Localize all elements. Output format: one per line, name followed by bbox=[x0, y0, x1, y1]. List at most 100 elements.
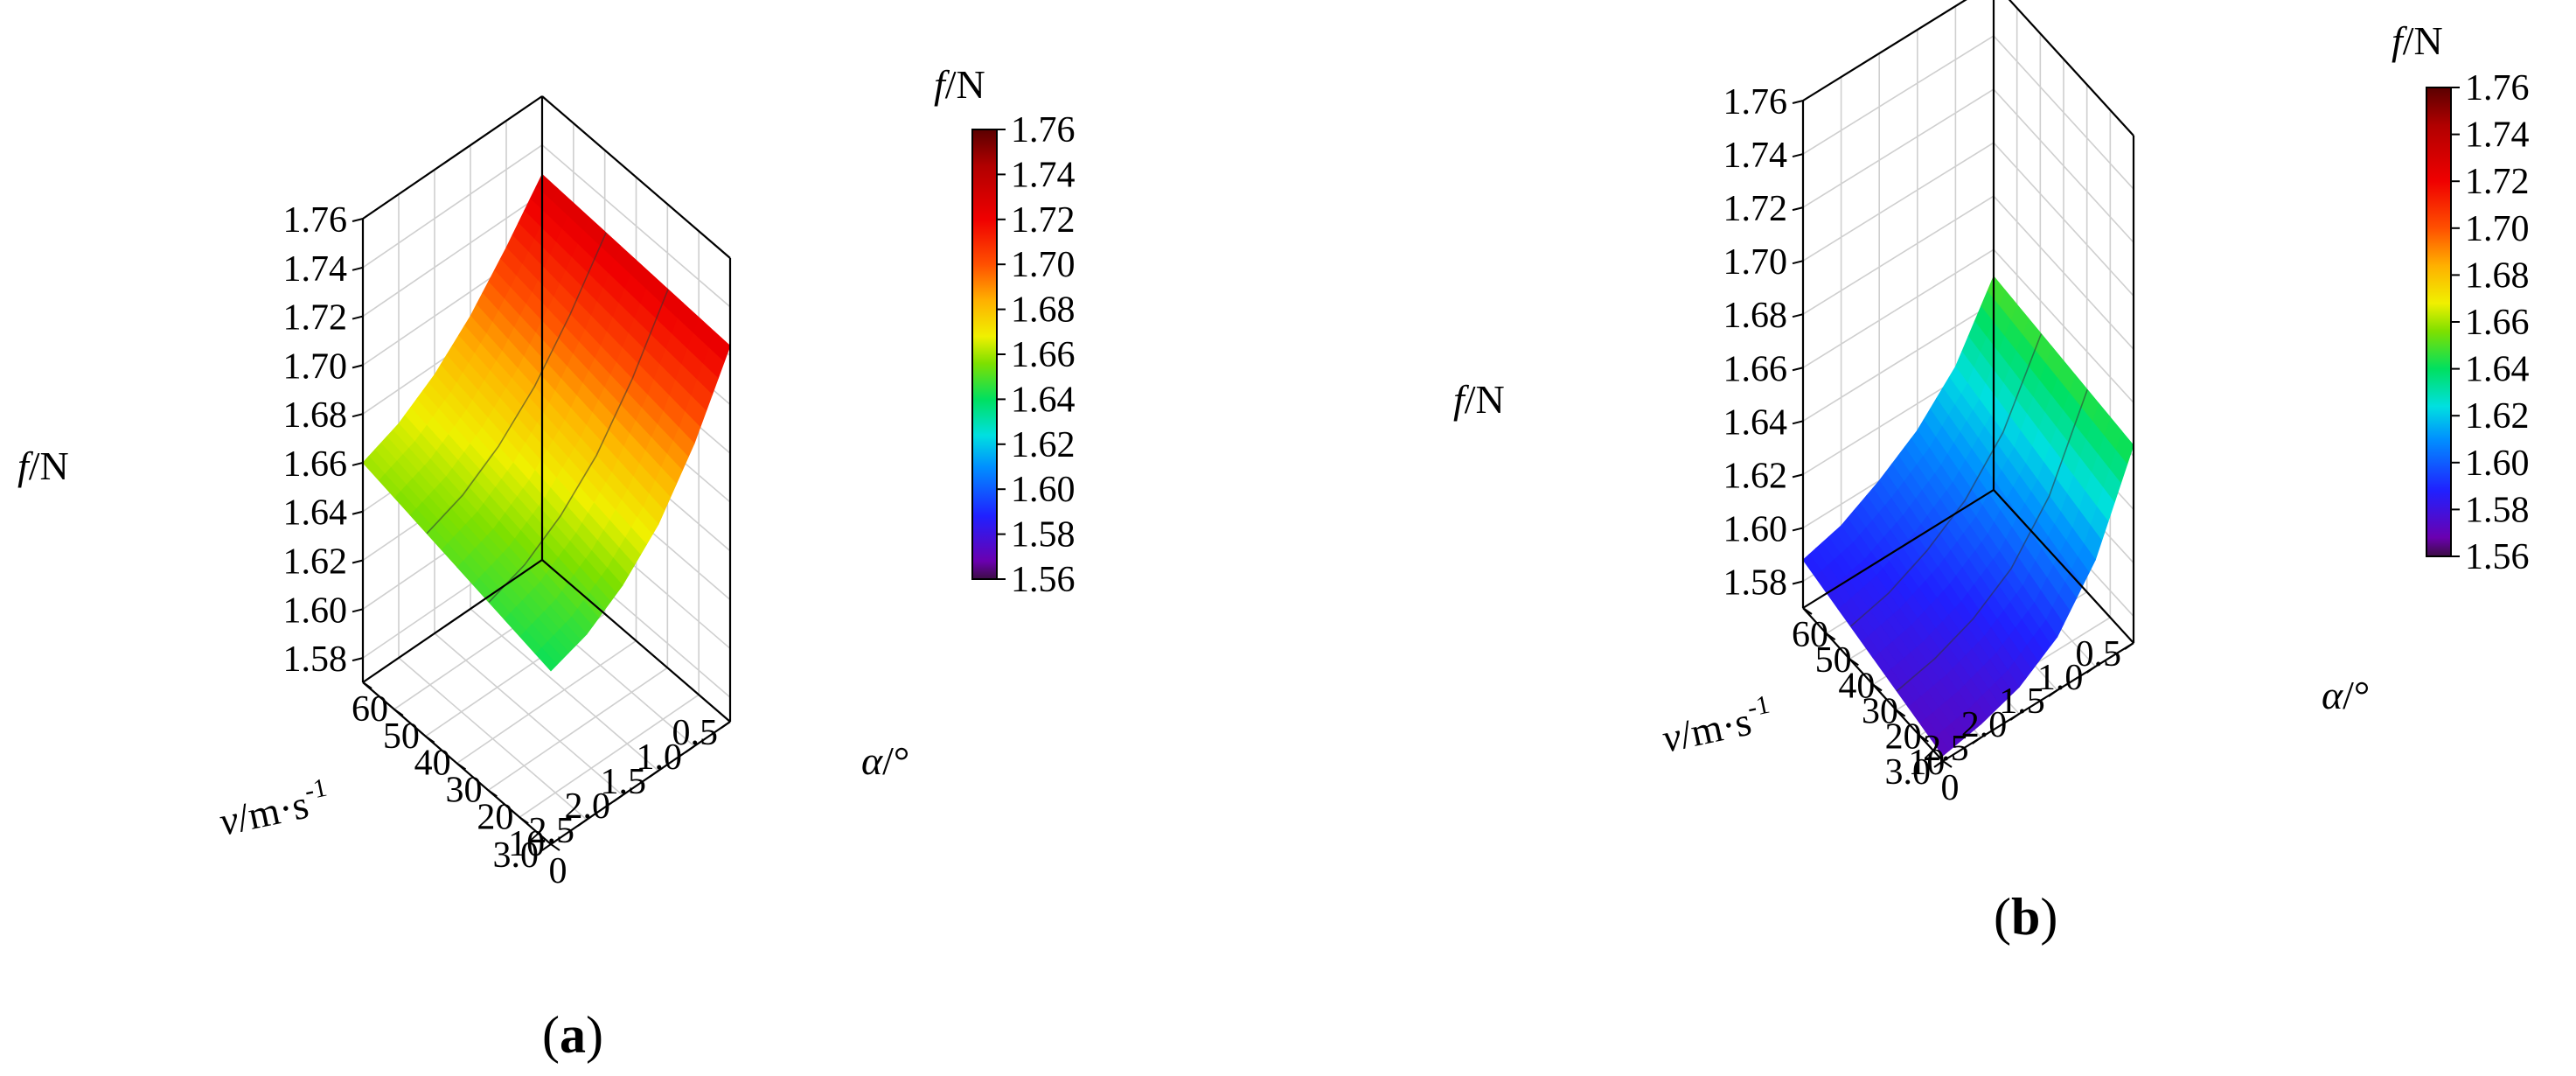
colorbar-tick-label: 1.66 bbox=[2465, 303, 2530, 343]
y-tick-label: 50 bbox=[1815, 640, 1852, 681]
y-tick-mark bbox=[1872, 683, 1883, 692]
grid-line bbox=[362, 192, 543, 318]
x-tick-label: 1.0 bbox=[637, 737, 683, 778]
surface-contour bbox=[426, 232, 607, 535]
z-tick-mark bbox=[352, 315, 364, 320]
panel-a-colorbar-title: f/N bbox=[934, 62, 985, 107]
x-tick-label: 1.5 bbox=[601, 762, 647, 802]
y-tick-label: 40 bbox=[1838, 666, 1875, 706]
grid-line bbox=[1802, 142, 1995, 262]
axis-frame-edge bbox=[541, 95, 731, 259]
x-tick-label: 1.0 bbox=[2037, 658, 2084, 698]
y-tick-label: 60 bbox=[1792, 615, 1828, 655]
x-tick-mark bbox=[685, 745, 695, 753]
colorbar-tick-label: 1.74 bbox=[2465, 115, 2530, 156]
x-tick-label: 3.0 bbox=[493, 835, 540, 876]
colorbar-tick-label: 1.62 bbox=[2465, 396, 2530, 437]
z-tick-mark bbox=[352, 657, 364, 662]
y-tick-label: 20 bbox=[477, 797, 513, 837]
z-tick-label: 1.62 bbox=[1723, 456, 1788, 496]
z-tick-mark bbox=[352, 218, 364, 222]
panel-a-colorbar-ticks: 1.76 1.74 1.721.70 1.681.66 1.64 1.62 1.60 1.58… bbox=[997, 110, 1076, 600]
y-tick-mark bbox=[1942, 760, 1953, 768]
x-tick-mark bbox=[2124, 642, 2134, 650]
panel-b-colorbar-title: f/N bbox=[2392, 18, 2443, 63]
panel-b: 1.58 1.60 1.62 1.64 1.66 1.68 1.70 1.72 1.74 1.76… bbox=[1453, 0, 2530, 946]
y-tick-label: 50 bbox=[383, 716, 420, 757]
z-tick-label: 1.60 bbox=[283, 590, 348, 631]
y-tick-label: 40 bbox=[414, 744, 451, 784]
z-tick-label: 1.76 bbox=[1723, 82, 1788, 122]
z-tick-label: 1.64 bbox=[283, 493, 348, 534]
axis-frame-edge bbox=[1993, 489, 2134, 644]
x-tick-label: 1.5 bbox=[1999, 681, 2045, 722]
z-tick-mark bbox=[1792, 313, 1804, 318]
panel-a-x-axis-label: v/m·s-1 bbox=[214, 773, 333, 844]
x-tick-mark bbox=[1933, 760, 1944, 768]
z-tick-mark bbox=[1792, 260, 1804, 265]
colorbar-tick-label: 1.68 bbox=[1011, 290, 1076, 331]
y-tick-mark bbox=[1826, 632, 1836, 640]
axis-frame-edge bbox=[541, 559, 731, 723]
z-tick-mark bbox=[1792, 580, 1804, 585]
z-tick-label: 1.66 bbox=[1723, 349, 1788, 389]
y-tick-label: 0 bbox=[549, 851, 567, 891]
z-tick-label: 1.64 bbox=[1723, 402, 1788, 443]
colorbar-tick-label: 1.76 bbox=[2465, 68, 2530, 108]
y-tick-mark bbox=[1848, 658, 1859, 667]
panel-a-z-ticks: 1.58 1.60 1.62 1.64 1.66 1.68 1.70 1.72 1.74 1.76 bbox=[283, 200, 364, 680]
surface-contour bbox=[488, 289, 669, 603]
z-tick-mark bbox=[1792, 153, 1804, 158]
y-tick-mark bbox=[1802, 607, 1813, 615]
x-tick-mark bbox=[1972, 737, 1982, 744]
panel-a-label: (a) bbox=[542, 1006, 603, 1064]
z-tick-label: 1.74 bbox=[283, 249, 348, 290]
grid-line bbox=[1993, 35, 2134, 190]
panel-b-y-axis-label: α/° bbox=[2322, 673, 2370, 717]
grid-line bbox=[1993, 248, 2134, 403]
y-tick-label: 10 bbox=[508, 824, 545, 864]
grid-line bbox=[1802, 0, 1967, 101]
colorbar-tick-label: 1.70 bbox=[2465, 209, 2530, 249]
z-tick-mark bbox=[1792, 473, 1804, 479]
z-tick-label: 1.72 bbox=[1723, 189, 1788, 229]
panel-b-x-ticks: 0.51.01.52.02.53.0 bbox=[1885, 634, 2134, 793]
y-tick-mark bbox=[425, 735, 435, 744]
y-tick-mark bbox=[362, 681, 372, 689]
z-tick-mark bbox=[352, 608, 364, 613]
surface-contour bbox=[1896, 389, 2088, 692]
z-tick-mark bbox=[352, 461, 364, 466]
z-tick-mark bbox=[352, 510, 364, 515]
y-tick-mark bbox=[1918, 735, 1929, 743]
z-tick-label: 1.66 bbox=[283, 444, 348, 485]
axis-frame-edge bbox=[2008, 0, 2134, 136]
z-tick-label: 1.76 bbox=[283, 200, 348, 241]
x-tick-mark bbox=[2009, 713, 2020, 721]
grid-line bbox=[1802, 248, 1995, 368]
panel-b-x-axis-label: v/m·s-1 bbox=[1657, 690, 1776, 761]
z-tick-label: 1.74 bbox=[1723, 136, 1788, 176]
panel-a-x-ticks: 0.51.01.52.02.53.0 bbox=[493, 713, 731, 876]
colorbar-tick-label: 1.66 bbox=[1011, 335, 1076, 375]
x-tick-label: 0.5 bbox=[672, 713, 719, 753]
x-tick-label: 2.0 bbox=[1961, 705, 2008, 745]
colorbar-tick-label: 1.62 bbox=[1011, 425, 1076, 465]
z-tick-label: 1.68 bbox=[1723, 296, 1788, 336]
panel-a-y-axis-label: α/° bbox=[861, 738, 909, 783]
x-tick-mark bbox=[577, 819, 588, 827]
z-tick-label: 1.62 bbox=[283, 542, 348, 583]
z-tick-label: 1.58 bbox=[1723, 562, 1788, 603]
z-tick-label: 1.60 bbox=[1723, 509, 1788, 549]
panel-a: 1.581.601.621.641.661.681.701.721.741.76… bbox=[17, 62, 1076, 1064]
panel-a-surface bbox=[362, 173, 731, 672]
z-tick-mark bbox=[1792, 206, 1804, 212]
y-tick-mark bbox=[550, 843, 560, 851]
y-tick-label: 10 bbox=[1908, 743, 1945, 783]
colorbar-tick-label: 1.70 bbox=[1011, 245, 1076, 285]
x-tick-label: 2.0 bbox=[565, 786, 611, 827]
y-tick-label: 0 bbox=[1941, 768, 1960, 808]
panel-b-label: (b) bbox=[1994, 888, 2057, 946]
panel-a-z-axis-label: f/N bbox=[17, 444, 69, 488]
y-tick-mark bbox=[456, 762, 467, 771]
